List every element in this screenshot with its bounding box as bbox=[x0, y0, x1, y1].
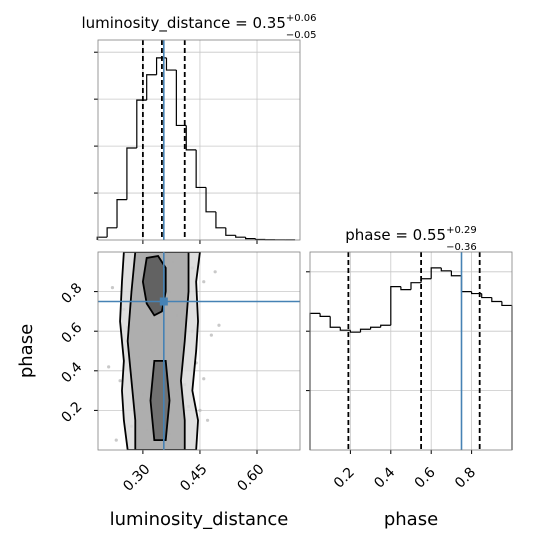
histogram-step bbox=[329, 316, 341, 328]
sample-point bbox=[217, 323, 221, 327]
tick-label: 0.2 bbox=[331, 464, 358, 491]
histogram-step bbox=[390, 286, 401, 326]
panel-title: luminosity_distance = 0.35+0.06 bbox=[81, 13, 316, 33]
histogram-step bbox=[126, 147, 137, 200]
histogram-step bbox=[481, 293, 492, 299]
tick-label: 0.6 bbox=[58, 320, 85, 347]
histogram-step bbox=[254, 238, 266, 241]
histogram-step bbox=[471, 291, 482, 295]
contour bbox=[149, 359, 171, 442]
histogram-step bbox=[501, 301, 512, 307]
title-main: phase = 0.55 bbox=[345, 226, 446, 244]
panel-border bbox=[97, 251, 301, 451]
sample-point bbox=[205, 418, 210, 422]
histogram-step bbox=[165, 57, 177, 71]
histogram-step bbox=[450, 270, 462, 277]
histogram-step bbox=[146, 74, 157, 101]
histogram-step bbox=[349, 330, 361, 333]
histogram-step bbox=[491, 297, 502, 303]
histogram-step bbox=[215, 211, 226, 229]
tick-label: 0.60 bbox=[234, 461, 267, 494]
sample-point bbox=[213, 270, 217, 274]
panel-background bbox=[98, 40, 300, 240]
histogram-step bbox=[195, 149, 207, 189]
histogram-step bbox=[235, 235, 246, 238]
panel-background bbox=[310, 252, 512, 450]
x-axis-label: phase bbox=[384, 509, 438, 530]
histogram-step bbox=[370, 326, 381, 330]
plot-area bbox=[98, 252, 300, 450]
histogram-step bbox=[185, 125, 197, 151]
sample-point bbox=[202, 377, 206, 381]
histogram-step bbox=[410, 282, 422, 290]
sample-point bbox=[110, 286, 115, 290]
histogram-step bbox=[245, 237, 256, 240]
tick-label: 0.30 bbox=[120, 461, 153, 494]
histogram-step bbox=[116, 199, 127, 228]
tick-label: 0.8 bbox=[58, 280, 85, 307]
histogram-step bbox=[359, 328, 371, 333]
histogram-step bbox=[225, 227, 236, 236]
panel-border bbox=[309, 251, 513, 451]
tick-label: 0.4 bbox=[58, 359, 85, 386]
title-sub: −0.36 bbox=[446, 242, 477, 253]
histogram-step bbox=[205, 187, 216, 213]
histogram-step bbox=[400, 286, 411, 291]
histogram-step bbox=[96, 236, 108, 240]
sample-point bbox=[198, 408, 202, 412]
histogram-step bbox=[430, 267, 442, 279]
histogram-step bbox=[106, 227, 118, 238]
title-sup: +0.29 bbox=[446, 225, 477, 236]
title-sup: +0.06 bbox=[286, 13, 317, 24]
histogram-step bbox=[319, 313, 331, 317]
histogram-step bbox=[380, 324, 391, 328]
histogram-step bbox=[339, 327, 351, 331]
histogram-step bbox=[440, 267, 452, 272]
truth-marker bbox=[159, 297, 168, 306]
tick-label: 0.45 bbox=[177, 461, 210, 494]
x-axis-label: luminosity_distance bbox=[110, 509, 289, 530]
panel-border bbox=[97, 39, 301, 241]
histogram-step bbox=[175, 70, 187, 127]
title-main: luminosity_distance = 0.35 bbox=[81, 14, 285, 33]
panel-title: phase = 0.55+0.29 bbox=[345, 225, 476, 244]
title-sub: −0.05 bbox=[286, 30, 317, 41]
sample-point bbox=[202, 280, 206, 284]
sample-point bbox=[118, 379, 122, 383]
sample-point bbox=[209, 333, 213, 337]
tick-label: 0.2 bbox=[58, 399, 85, 426]
y-axis-label: phase bbox=[16, 324, 37, 378]
tick-label: 0.6 bbox=[412, 464, 439, 491]
sample-point bbox=[107, 365, 111, 369]
tick-label: 0.4 bbox=[371, 464, 398, 491]
sample-point bbox=[114, 438, 118, 442]
tick-label: 0.8 bbox=[452, 464, 479, 491]
